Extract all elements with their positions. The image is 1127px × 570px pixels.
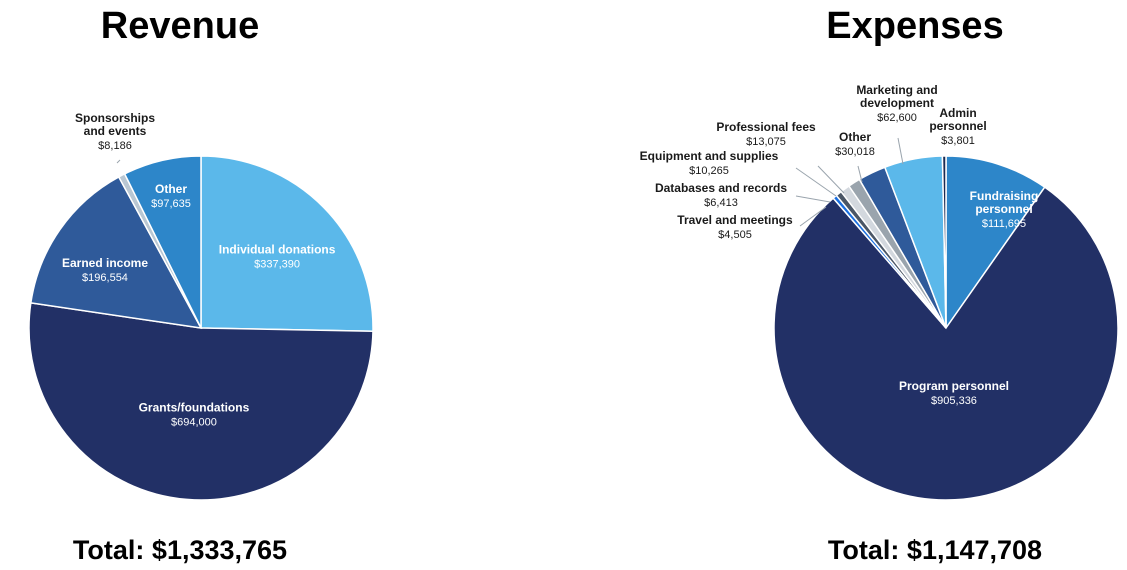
revenue-slice-grants-foundations [28, 302, 374, 501]
revenue-title: Revenue [100, 5, 260, 47]
revenue-label-individual-donations: Individual donations [219, 242, 336, 256]
expenses-slice-admin-personnel [941, 155, 947, 329]
expenses-label-fundraising-personnel-line-1: Fundraising [970, 189, 1039, 203]
revenue-label-earned-income: Earned income [62, 256, 148, 270]
expenses-value-marketing-and-development: $62,600 [877, 112, 917, 124]
expenses-leader-other [857, 165, 863, 183]
expenses-value-program-personnel: $905,336 [931, 395, 977, 407]
revenue-label-grants-foundations: Grants/foundations [139, 401, 250, 415]
revenue-label-other: Other [155, 182, 187, 196]
expenses-value-equipment-and-supplies: $10,265 [689, 165, 729, 177]
expenses-label-equipment-and-supplies: Equipment and supplies [640, 149, 779, 163]
revenue-value-sponsorships-and-events: $8,186 [98, 140, 132, 152]
expenses-total-value: $1,147,708 [906, 535, 1043, 565]
expenses-leader-marketing-and-development [897, 137, 904, 165]
revenue-slice-other [123, 155, 202, 329]
expenses-label-admin-personnel-line-1: Admin [939, 106, 976, 120]
expenses-label-fundraising-personnel-line-2: personnel [975, 202, 1032, 216]
revenue-value-grants-foundations: $694,000 [171, 417, 217, 429]
revenue-label-sponsorships-and-events-line-2: and events [84, 124, 147, 138]
expenses-value-travel-and-meetings: $4,505 [718, 229, 752, 241]
expenses-label-program-personnel: Program personnel [899, 379, 1009, 393]
expenses-slice-fundraising-personnel [945, 155, 1046, 331]
revenue-total-label: Total: [72, 535, 145, 565]
revenue-pie [28, 155, 374, 501]
expenses-label-marketing-and-development-line-2: development [860, 96, 934, 110]
expenses-total-label: Total: [827, 535, 900, 565]
revenue-total: Total: $1,333,765 [0, 535, 380, 566]
expenses-leader-equipment-and-supplies [795, 167, 837, 197]
expenses-leader-travel-and-meetings [799, 206, 827, 227]
expenses-pie [773, 155, 1119, 501]
expenses-leader-professional-fees [817, 165, 845, 194]
expenses-label-marketing-and-development-line-1: Marketing and [856, 83, 937, 97]
revenue-value-other: $97,635 [151, 198, 191, 210]
expenses-label-admin-personnel-line-2: personnel [929, 119, 986, 133]
expenses-label-other: Other [839, 130, 871, 144]
expenses-title: Expenses [826, 5, 1004, 47]
revenue-slice-earned-income [29, 175, 203, 329]
revenue-value-individual-donations: $337,390 [254, 258, 300, 270]
expenses-total: Total: $1,147,708 [735, 535, 1127, 566]
expenses-value-fundraising-personnel: $111,695 [982, 218, 1026, 230]
expenses-value-admin-personnel: $3,801 [941, 135, 975, 147]
expenses-label-professional-fees: Professional fees [716, 120, 816, 134]
revenue-value-earned-income: $196,554 [82, 272, 128, 284]
revenue-slice-individual-donations [200, 155, 374, 332]
expenses-label-travel-and-meetings: Travel and meetings [677, 213, 793, 227]
expenses-value-databases-and-records: $6,413 [704, 197, 738, 209]
expenses-label-databases-and-records: Databases and records [655, 181, 787, 195]
expenses-slice-program-personnel [773, 186, 1119, 501]
revenue-leader-sponsorships-and-events [116, 159, 121, 164]
expenses-value-other: $30,018 [835, 146, 875, 158]
expenses-value-professional-fees: $13,075 [746, 136, 786, 148]
revenue-label-sponsorships-and-events-line-1: Sponsorships [75, 111, 155, 125]
revenue-total-value: $1,333,765 [151, 535, 288, 565]
expenses-leader-databases-and-records [795, 195, 831, 203]
